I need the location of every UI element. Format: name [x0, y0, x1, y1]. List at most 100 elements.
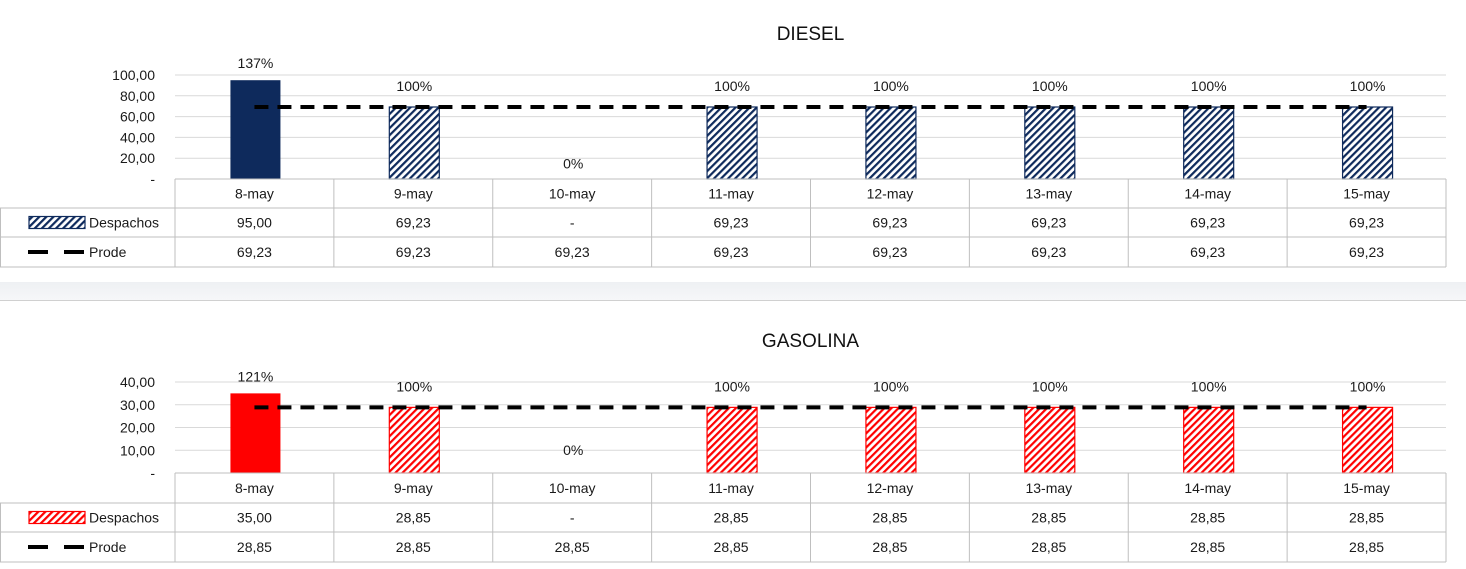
gasolina-category-9-may: 9-may: [394, 480, 433, 496]
gasolina-prode-value: 28,85: [872, 539, 907, 555]
diesel-category-11-may: 11-may: [708, 186, 754, 202]
gasolina-bar-9-may: [388, 406, 440, 474]
diesel-despachos-value: 69,23: [1031, 215, 1066, 231]
gasolina-despachos-value: 28,85: [396, 510, 431, 526]
gasolina-category-13-may: 13-may: [1025, 480, 1072, 496]
gasolina-percent-label: 0%: [563, 442, 583, 458]
diesel-percent-label: 0%: [563, 156, 583, 172]
diesel-bar-8-may: [230, 80, 281, 179]
gasolina-despachos-value: -: [570, 510, 575, 526]
gasolina-category-15-may: 15-may: [1343, 480, 1390, 496]
diesel-legend-prode-label: Prode: [89, 244, 127, 260]
diesel-despachos-value: -: [570, 215, 575, 231]
diesel-prode-value: 69,23: [1190, 244, 1225, 260]
diesel-category-10-may: 10-may: [549, 186, 596, 202]
chart-panel-gasolina: GASOLINA - 10,00 20,00 30,00 40,00 121% 100% 0% 1…: [0, 300, 1466, 569]
diesel-category-9-may: 9-may: [394, 186, 433, 202]
diesel-prode-value: 69,23: [396, 244, 431, 260]
gasolina-legend-despachos-label: Despachos: [89, 510, 159, 526]
diesel-bar-14-may: [1183, 106, 1235, 180]
diesel-prode-value: 69,23: [555, 244, 590, 260]
gasolina-ytick-label: 20,00: [120, 420, 155, 436]
diesel-despachos-value: 69,23: [396, 215, 431, 231]
gasolina-ytick-label: -: [150, 465, 155, 481]
gasolina-prode-value: 28,85: [1031, 539, 1066, 555]
diesel-legend-despachos-swatch: [28, 215, 86, 230]
gasolina-legend-prode-label: Prode: [89, 539, 127, 555]
gasolina-percent-label: 121%: [238, 368, 274, 384]
gasolina-despachos-value: 35,00: [237, 510, 272, 526]
diesel-chart: DIESEL - 20,00 40,00 60,00 80,00 100,00 137% 100…: [0, 24, 1447, 268]
gasolina-category-11-may: 11-may: [708, 480, 754, 496]
gasolina-despachos-value: 28,85: [1349, 510, 1384, 526]
gasolina-prode-value: 28,85: [396, 539, 431, 555]
gasolina-chart: GASOLINA - 10,00 20,00 30,00 40,00 121% 100% 0% 1…: [0, 331, 1447, 563]
diesel-bar-15-may: [1341, 106, 1394, 180]
gasolina-percent-label: 100%: [714, 378, 750, 394]
gasolina-despachos-value: 28,85: [714, 510, 749, 526]
diesel-despachos-value: 95,00: [237, 215, 272, 231]
diesel-percent-label: 100%: [873, 78, 909, 94]
diesel-category-14-may: 14-may: [1184, 186, 1231, 202]
diesel-ytick-label: 80,00: [120, 88, 155, 104]
gasolina-category-14-may: 14-may: [1184, 480, 1231, 496]
gasolina-percent-label: 100%: [1191, 378, 1227, 394]
gasolina-bar-14-may: [1183, 406, 1235, 474]
gasolina-title: GASOLINA: [762, 331, 859, 352]
gasolina-category-10-may: 10-may: [549, 480, 596, 496]
gasolina-ytick-label: 30,00: [120, 397, 155, 413]
gasolina-percent-label: 100%: [396, 378, 432, 394]
diesel-legend-despachos-label: Despachos: [89, 215, 159, 231]
gasolina-prode-value: 28,85: [1190, 539, 1225, 555]
separator-band: [0, 282, 1466, 300]
gasolina-bar-15-may: [1341, 406, 1394, 474]
diesel-prode-value: 69,23: [237, 244, 272, 260]
diesel-category-15-may: 15-may: [1343, 186, 1390, 202]
gasolina-bar-13-may: [1024, 406, 1076, 474]
gasolina-prode-value: 28,85: [1349, 539, 1384, 555]
diesel-prode-value: 69,23: [714, 244, 749, 260]
diesel-prode-value: 69,23: [872, 244, 907, 260]
gasolina-despachos-value: 28,85: [1190, 510, 1225, 526]
gasolina-legend-despachos-swatch: [28, 510, 86, 525]
gasolina-prode-value: 28,85: [714, 539, 749, 555]
diesel-title: DIESEL: [777, 24, 845, 45]
diesel-despachos-value: 69,23: [1190, 215, 1225, 231]
diesel-ytick-label: 20,00: [120, 150, 155, 166]
diesel-percent-label: 100%: [1191, 78, 1227, 94]
diesel-bar-12-may: [865, 106, 917, 180]
gasolina-prode-value: 28,85: [555, 539, 590, 555]
gasolina-percent-label: 100%: [1350, 378, 1386, 394]
diesel-ytick-label: 100,00: [112, 67, 155, 83]
gasolina-bar-12-may: [865, 406, 917, 474]
diesel-bar-9-may: [388, 106, 440, 180]
diesel-despachos-value: 69,23: [872, 215, 907, 231]
gasolina-ytick-label: 10,00: [120, 442, 155, 458]
diesel-prode-value: 69,23: [1031, 244, 1066, 260]
diesel-category-13-may: 13-may: [1025, 186, 1072, 202]
diesel-bar-13-may: [1024, 106, 1076, 180]
chart-panel-diesel: DIESEL - 20,00 40,00 60,00 80,00 100,00 137% 100…: [0, 0, 1466, 282]
diesel-category-8-may: 8-may: [235, 186, 274, 202]
diesel-ytick-label: 60,00: [120, 109, 155, 125]
diesel-percent-label: 100%: [1032, 78, 1068, 94]
gasolina-bar-8-may: [230, 393, 281, 473]
gasolina-ytick-label: 40,00: [120, 374, 155, 390]
diesel-percent-label: 100%: [1350, 78, 1386, 94]
gasolina-category-8-may: 8-may: [235, 480, 274, 496]
diesel-category-12-may: 12-may: [867, 186, 914, 202]
diesel-prode-value: 69,23: [1349, 244, 1384, 260]
gasolina-category-12-may: 12-may: [867, 480, 914, 496]
diesel-percent-label: 137%: [238, 55, 274, 71]
gasolina-despachos-value: 28,85: [1031, 510, 1066, 526]
gasolina-bar-11-may: [706, 406, 758, 474]
diesel-ytick-label: -: [150, 171, 155, 187]
diesel-bar-11-may: [706, 106, 758, 180]
diesel-ytick-label: 40,00: [120, 129, 155, 145]
diesel-percent-label: 100%: [714, 78, 750, 94]
diesel-despachos-value: 69,23: [714, 215, 749, 231]
diesel-percent-label: 100%: [396, 78, 432, 94]
diesel-despachos-value: 69,23: [1349, 215, 1384, 231]
gasolina-prode-value: 28,85: [237, 539, 272, 555]
gasolina-percent-label: 100%: [873, 378, 909, 394]
